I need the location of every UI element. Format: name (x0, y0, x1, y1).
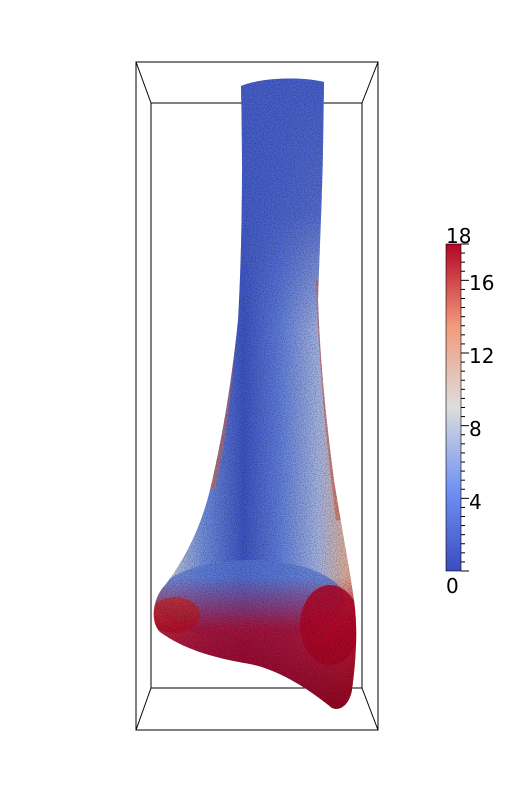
color-legend-bar (445, 243, 462, 572)
colorbar-label-8: 8 (469, 417, 482, 441)
color-legend (445, 243, 469, 572)
colorbar-label-4: 4 (469, 490, 482, 514)
bone-surface (153, 78, 357, 709)
color-legend-ticks (461, 243, 469, 572)
colorbar-label-max: 18 (446, 224, 472, 248)
colorbar-label-12: 12 (469, 344, 495, 368)
colorbar-label-16: 16 (469, 271, 495, 295)
colorbar-label-min: 0 (446, 574, 459, 598)
